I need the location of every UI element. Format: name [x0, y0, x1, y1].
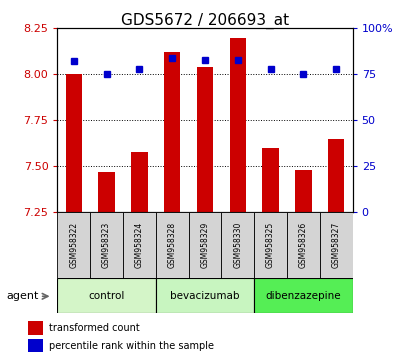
- Bar: [229, 38, 245, 212]
- Bar: [98, 172, 115, 212]
- Bar: [221, 212, 254, 278]
- Text: GSM958330: GSM958330: [233, 222, 242, 268]
- Text: GSM958325: GSM958325: [265, 222, 274, 268]
- Bar: [294, 170, 311, 212]
- Bar: [196, 67, 213, 212]
- Text: GDS5672 / 206693_at: GDS5672 / 206693_at: [121, 12, 288, 29]
- Bar: [123, 212, 155, 278]
- Text: transformed count: transformed count: [49, 323, 139, 333]
- Text: control: control: [88, 291, 124, 301]
- Text: GSM958322: GSM958322: [69, 222, 78, 268]
- Bar: [262, 148, 278, 212]
- Text: GSM958328: GSM958328: [167, 222, 176, 268]
- Bar: [57, 278, 155, 313]
- Bar: [286, 212, 319, 278]
- Bar: [319, 212, 352, 278]
- Bar: [90, 212, 123, 278]
- Text: agent: agent: [6, 291, 38, 301]
- Text: GSM958327: GSM958327: [331, 222, 340, 268]
- Text: GSM958323: GSM958323: [102, 222, 111, 268]
- Bar: [327, 139, 344, 212]
- Bar: [254, 212, 286, 278]
- Text: GSM958329: GSM958329: [200, 222, 209, 268]
- Text: GSM958326: GSM958326: [298, 222, 307, 268]
- Text: dibenzazepine: dibenzazepine: [265, 291, 340, 301]
- Text: bevacizumab: bevacizumab: [170, 291, 239, 301]
- Bar: [155, 278, 254, 313]
- Bar: [164, 52, 180, 212]
- Bar: [131, 152, 147, 212]
- Bar: [155, 212, 188, 278]
- Text: percentile rank within the sample: percentile rank within the sample: [49, 341, 213, 350]
- Bar: [254, 278, 352, 313]
- Bar: [28, 339, 43, 352]
- Bar: [57, 212, 90, 278]
- Bar: [28, 321, 43, 335]
- Text: GSM958324: GSM958324: [135, 222, 144, 268]
- Bar: [188, 212, 221, 278]
- Bar: [65, 74, 82, 212]
